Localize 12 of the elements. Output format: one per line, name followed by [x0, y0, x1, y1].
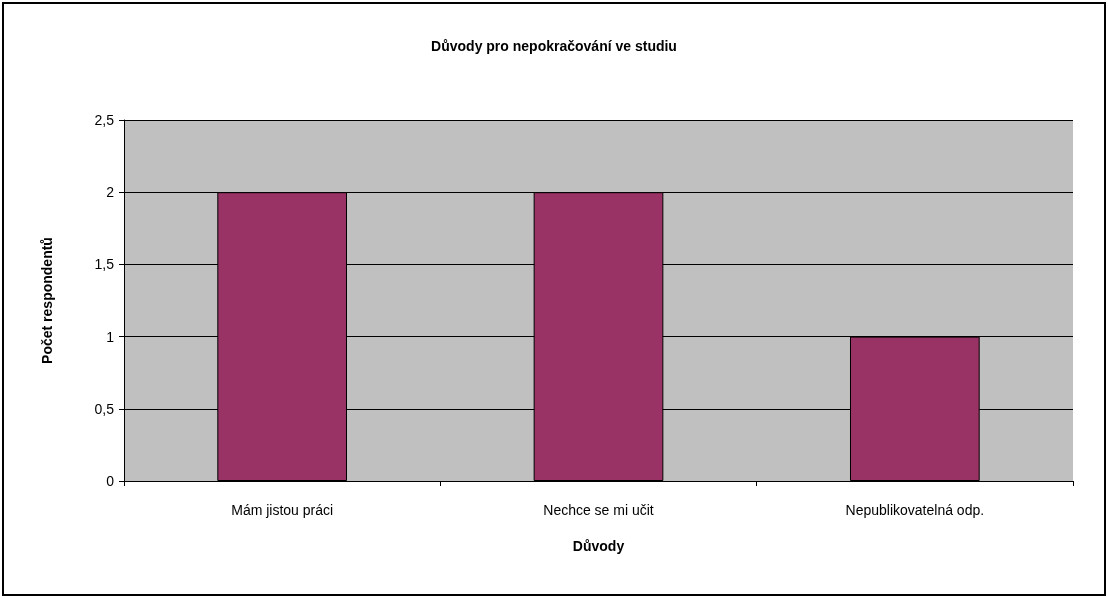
y-axis-title: Počet respondentů [39, 237, 55, 364]
x-axis-title: Důvody [572, 538, 625, 554]
y-tick-label: 0,5 [94, 400, 115, 417]
x-tick-label: Mám jistou práci [231, 502, 334, 518]
y-tick-label: 2,5 [94, 112, 115, 128]
y-tick-label: 1,5 [94, 256, 115, 273]
chart-title: Důvody pro nepokračování ve studiu [431, 38, 677, 54]
x-tick-label: Nepublikovatelná odp. [845, 502, 985, 518]
y-tick-label: 2 [106, 184, 115, 201]
x-tick-label: Nechce se mi učit [543, 502, 654, 518]
y-tick-label: 1 [106, 328, 115, 345]
y-tick-label: 0 [106, 473, 115, 489]
